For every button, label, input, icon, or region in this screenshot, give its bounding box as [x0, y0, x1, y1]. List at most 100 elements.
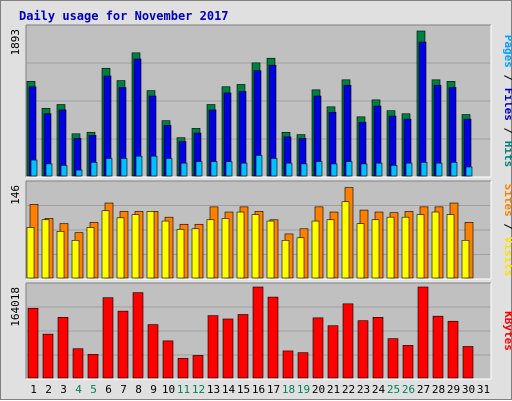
bar-pages-30: [465, 166, 473, 177]
bar-sites-5: [86, 227, 95, 279]
x-tick-label-1: 1: [30, 383, 37, 396]
bar-kbytes-16: [252, 286, 264, 379]
bar-kbytes-29: [447, 320, 459, 379]
bar-pages-3: [60, 165, 68, 177]
bar-pages-8: [135, 155, 143, 177]
legend-item-0-0: Pages: [502, 35, 512, 68]
bar-pages-6: [105, 158, 113, 177]
bar-pages-19: [300, 163, 308, 177]
x-tick-label-20: 20: [312, 383, 325, 396]
bar-sites-13: [206, 219, 215, 279]
x-tick-label-27: 27: [417, 383, 430, 396]
legend-2: KBytes: [502, 311, 512, 351]
bar-kbytes-26: [402, 345, 414, 379]
x-tick-label-3: 3: [60, 383, 67, 396]
x-tick-label-18: 18: [282, 383, 295, 396]
bar-pages-4: [75, 169, 83, 177]
bar-pages-17: [270, 158, 278, 177]
bar-kbytes-21: [327, 325, 339, 379]
bar-kbytes-17: [267, 296, 279, 379]
bar-sites-10: [161, 220, 170, 279]
bar-sites-6: [101, 210, 110, 279]
x-tick-label-13: 13: [207, 383, 220, 396]
bar-sites-27: [416, 214, 425, 279]
x-tick-label-4: 4: [75, 383, 82, 396]
y-max-label-1: 146: [9, 185, 22, 205]
bar-pages-29: [450, 162, 458, 177]
x-tick-label-11: 11: [177, 383, 190, 396]
bar-pages-21: [330, 163, 338, 177]
x-tick-label-23: 23: [357, 383, 370, 396]
x-tick-label-25: 25: [387, 383, 400, 396]
legend-item-0-3: /: [502, 121, 512, 135]
legend-item-1-0: Sites: [502, 184, 512, 217]
bar-pages-28: [435, 162, 443, 177]
bar-kbytes-22: [342, 303, 354, 379]
bar-kbytes-4: [72, 348, 84, 379]
bar-sites-4: [71, 240, 80, 279]
bar-kbytes-14: [222, 318, 234, 379]
bar-pages-10: [165, 158, 173, 177]
bar-sites-16: [251, 214, 260, 279]
bar-kbytes-30: [462, 346, 474, 379]
bar-pages-7: [120, 158, 128, 177]
x-tick-label-12: 12: [192, 383, 205, 396]
bar-pages-11: [180, 162, 188, 177]
x-tick-label-29: 29: [447, 383, 460, 396]
bar-sites-18: [281, 240, 290, 279]
bar-kbytes-1: [27, 308, 39, 379]
x-tick-label-7: 7: [120, 383, 127, 396]
bar-files-27: [418, 41, 427, 177]
bar-sites-9: [146, 211, 155, 279]
bar-kbytes-3: [57, 316, 69, 379]
x-tick-label-5: 5: [90, 383, 97, 396]
bar-kbytes-24: [372, 316, 384, 379]
bar-sites-14: [221, 218, 230, 279]
bar-kbytes-6: [102, 297, 114, 379]
bar-pages-23: [360, 163, 368, 177]
bar-sites-21: [326, 219, 335, 279]
bar-pages-9: [150, 155, 158, 177]
x-tick-label-24: 24: [372, 383, 386, 396]
y-max-label-0: 1893: [9, 29, 22, 56]
bar-kbytes-25: [387, 338, 399, 379]
bar-pages-27: [420, 162, 428, 177]
bar-sites-26: [401, 216, 410, 279]
legend-0: Pages / Files / Hits: [502, 35, 512, 168]
bar-sites-24: [371, 219, 380, 279]
bar-sites-28: [431, 211, 440, 279]
bar-files-28: [433, 84, 442, 177]
x-tick-label-15: 15: [237, 383, 250, 396]
bar-kbytes-28: [432, 315, 444, 379]
bar-sites-11: [176, 229, 185, 279]
chart-title: Daily usage for November 2017: [19, 9, 229, 23]
bar-pages-14: [225, 161, 233, 177]
x-tick-label-22: 22: [342, 383, 355, 396]
bar-kbytes-19: [297, 352, 309, 379]
bar-sites-2: [41, 219, 50, 279]
bar-kbytes-15: [237, 314, 249, 379]
bar-pages-25: [390, 165, 398, 177]
x-tick-label-9: 9: [150, 383, 157, 396]
x-tick-label-2: 2: [45, 383, 52, 396]
bar-kbytes-9: [147, 324, 159, 379]
bar-kbytes-18: [282, 350, 294, 379]
x-tick-label-8: 8: [135, 383, 142, 396]
bar-sites-7: [116, 217, 125, 279]
x-tick-label-28: 28: [432, 383, 445, 396]
bar-pages-13: [210, 161, 218, 177]
bar-kbytes-8: [132, 292, 144, 379]
legend-item-0-1: /: [502, 68, 512, 82]
bar-pages-24: [375, 162, 383, 177]
bar-sites-30: [461, 240, 470, 279]
bar-sites-20: [311, 220, 320, 279]
bar-sites-25: [386, 216, 395, 279]
bar-kbytes-13: [207, 315, 219, 379]
bar-kbytes-12: [192, 355, 204, 379]
bar-kbytes-2: [42, 333, 54, 379]
bar-kbytes-27: [417, 286, 429, 379]
x-tick-label-19: 19: [297, 383, 310, 396]
bar-pages-20: [315, 161, 323, 177]
legend-item-1-2: Visits: [502, 230, 512, 276]
